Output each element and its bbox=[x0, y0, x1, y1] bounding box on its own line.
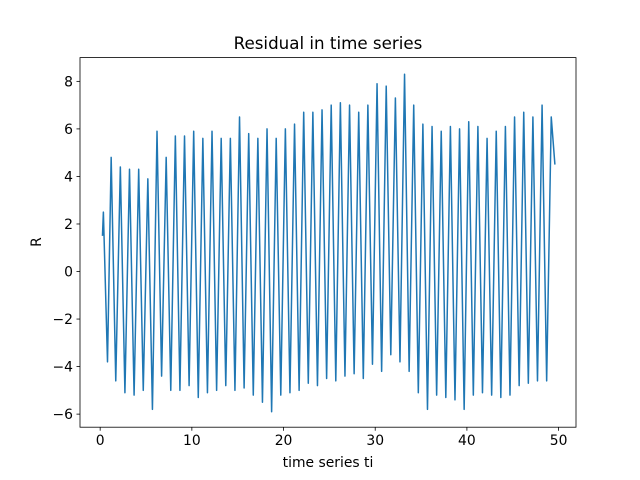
chart-title: Residual in time series bbox=[234, 33, 423, 53]
x-axis-label: time series ti bbox=[283, 455, 374, 471]
plot-frame bbox=[79, 57, 577, 428]
y-tick-label: 2 bbox=[64, 217, 73, 233]
x-tick-label: 20 bbox=[275, 433, 293, 449]
y-tick-label: −2 bbox=[53, 312, 73, 328]
y-tick-label: 0 bbox=[64, 265, 73, 281]
y-tick-label: −4 bbox=[53, 360, 74, 376]
y-tick-label: 6 bbox=[64, 122, 73, 138]
y-tick-label: 8 bbox=[64, 74, 73, 90]
x-tick-label: 30 bbox=[366, 433, 384, 449]
line bbox=[101, 73, 556, 413]
y-tick-label: −6 bbox=[53, 407, 73, 423]
y-tick-label: 4 bbox=[64, 169, 73, 185]
x-tick-label: 40 bbox=[458, 433, 476, 449]
x-tick-label: 0 bbox=[96, 433, 105, 449]
x-tick-label: 10 bbox=[183, 433, 201, 449]
x-tick-label: 50 bbox=[550, 433, 568, 449]
y-axis-label: R bbox=[29, 237, 45, 247]
